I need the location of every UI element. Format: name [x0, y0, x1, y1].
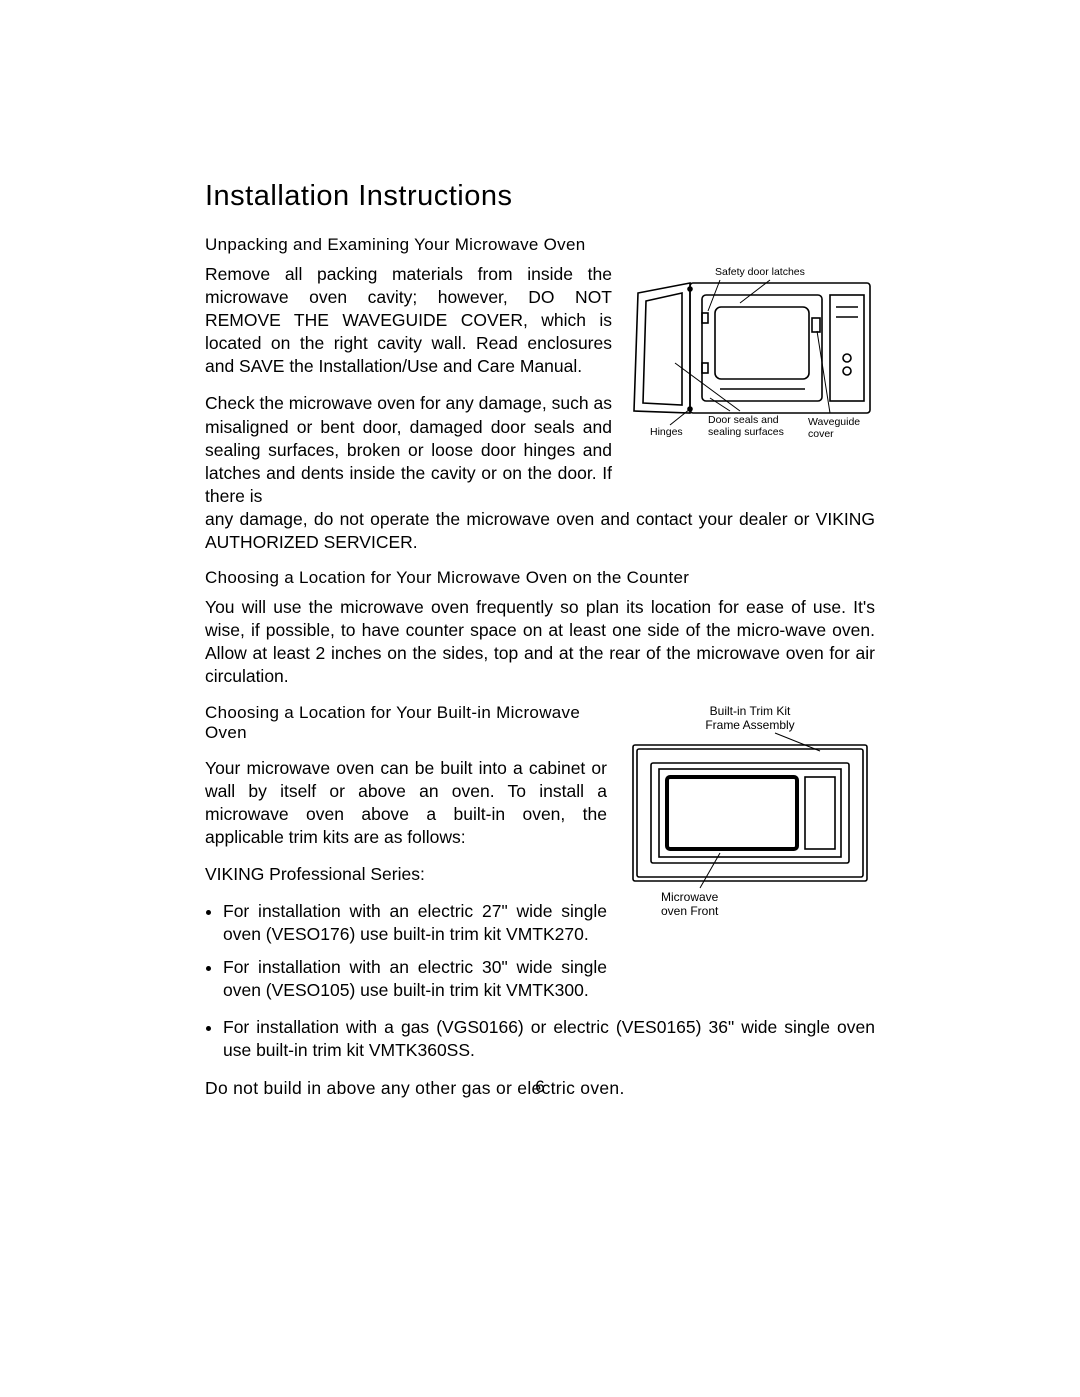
- unpack-para3: any damage, do not operate the microwave…: [205, 508, 875, 554]
- unpack-para2: Check the microwave oven for any damage,…: [205, 392, 612, 507]
- unpack-row: Remove all packing materials from inside…: [205, 263, 875, 508]
- builtin-bullet-2: For installation with a gas (VGS0166) or…: [223, 1016, 875, 1062]
- label-latches: Safety door latches: [715, 266, 805, 278]
- label-seals-l2: sealing surfaces: [708, 426, 784, 438]
- builtin-para1: Your microwave oven can be built into a …: [205, 757, 607, 849]
- label-hinges: Hinges: [650, 426, 683, 438]
- builtin-bullet-0: For installation with an electric 27" wi…: [223, 900, 607, 946]
- label-trim-l2: Frame Assembly: [705, 718, 794, 732]
- builtin-series: VIKING Professional Series:: [205, 863, 607, 886]
- open-oven-figure: Safety door latches Hinges Door seals an…: [630, 263, 875, 453]
- builtin-bullet-1: For installation with an electric 30" wi…: [223, 956, 607, 1002]
- label-mw-l1: Microwave: [661, 890, 719, 904]
- trim-kit-figure: Built-in Trim Kit Frame Assembly: [625, 703, 875, 923]
- counter-heading: Choosing a Location for Your Microwave O…: [205, 568, 875, 588]
- unpack-text-col: Remove all packing materials from inside…: [205, 263, 612, 508]
- unpack-para1: Remove all packing materials from inside…: [205, 263, 612, 378]
- page-number: 6: [0, 1077, 1080, 1097]
- counter-para1: You will use the microwave oven frequent…: [205, 596, 875, 688]
- builtin-row: Choosing a Location for Your Built-in Mi…: [205, 703, 875, 1017]
- open-oven-svg: Safety door latches Hinges Door seals an…: [630, 263, 875, 448]
- builtin-text-col: Choosing a Location for Your Built-in Mi…: [205, 703, 607, 1017]
- unpack-heading: Unpacking and Examining Your Microwave O…: [205, 235, 875, 255]
- builtin-bullets: For installation with an electric 27" wi…: [205, 900, 607, 1002]
- label-waveguide-l2: cover: [808, 428, 834, 440]
- page-title: Installation Instructions: [205, 180, 875, 213]
- builtin-heading: Choosing a Location for Your Built-in Mi…: [205, 703, 607, 743]
- trim-kit-svg: Built-in Trim Kit Frame Assembly: [625, 703, 875, 918]
- builtin-bullets-2: For installation with a gas (VGS0166) or…: [205, 1016, 875, 1062]
- document-page: Installation Instructions Unpacking and …: [0, 0, 1080, 1397]
- label-trim-l1: Built-in Trim Kit: [710, 704, 791, 718]
- label-seals-l1: Door seals and: [708, 414, 779, 426]
- label-waveguide-l1: Waveguide: [808, 416, 860, 428]
- label-mw-l2: oven Front: [661, 904, 719, 918]
